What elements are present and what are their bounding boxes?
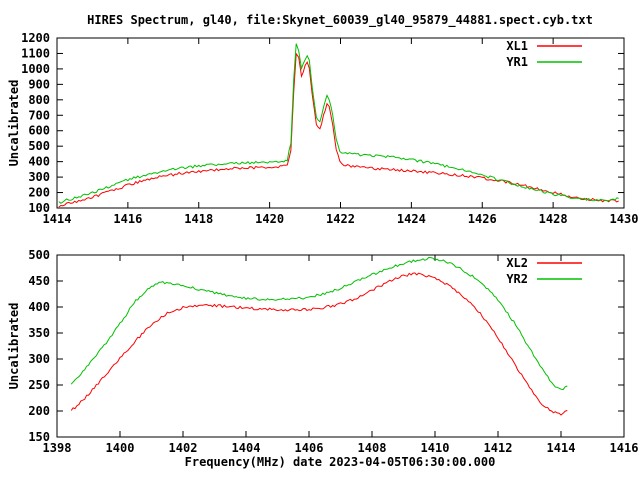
y-tick-label: 300 (28, 170, 50, 184)
x-tick-label: 1426 (468, 212, 497, 226)
x-tick-label: 1406 (295, 441, 324, 455)
x-tick-label: 1420 (255, 212, 284, 226)
y-tick-label: 400 (28, 300, 50, 314)
x-tick-label: 1414 (43, 212, 72, 226)
series-line-YR2 (70, 256, 568, 391)
plot-border-1 (56, 37, 625, 209)
y-tick-label: 500 (28, 139, 50, 153)
y-tick-label: 200 (28, 186, 50, 200)
x-tick-label: 1408 (358, 441, 387, 455)
y-tick-label: 900 (28, 77, 50, 91)
legend-label-YR1: YR1 (506, 55, 528, 69)
y-tick-label: 1100 (21, 46, 50, 60)
y-tick-label: 1200 (21, 31, 50, 45)
x-axis-label: Frequency(MHz) date 2023-04-05T06:30:00.… (184, 455, 496, 469)
y-tick-label: 400 (28, 155, 50, 169)
x-tick-label: 1412 (484, 441, 513, 455)
x-tick-label: 1414 (547, 441, 576, 455)
legend-label-YR2: YR2 (506, 272, 528, 286)
legend-label-XL2: XL2 (506, 256, 528, 270)
x-tick-label: 1404 (232, 441, 261, 455)
x-tick-label: 1422 (326, 212, 355, 226)
series-line-XL2 (70, 272, 568, 416)
chart-title: HIRES Spectrum, gl40, file:Skynet_60039_… (87, 13, 593, 27)
x-tick-label: 1418 (184, 212, 213, 226)
y-tick-label: 150 (28, 430, 50, 444)
x-tick-label: 1428 (539, 212, 568, 226)
y-tick-label: 350 (28, 326, 50, 340)
x-tick-label: 1410 (421, 441, 450, 455)
y-tick-label: 800 (28, 93, 50, 107)
series-line-XL1 (58, 52, 619, 208)
legend-label-XL1: XL1 (506, 39, 528, 53)
x-tick-label: 1400 (106, 441, 135, 455)
x-tick-label: 1416 (610, 441, 639, 455)
y-tick-label: 600 (28, 124, 50, 138)
y-tick-label: 500 (28, 248, 50, 262)
x-tick-label: 1402 (169, 441, 198, 455)
y-tick-label: 200 (28, 404, 50, 418)
x-tick-label: 1398 (43, 441, 72, 455)
y-tick-label: 300 (28, 352, 50, 366)
y-tick-label: 450 (28, 274, 50, 288)
y-tick-label: 1000 (21, 62, 50, 76)
x-tick-label: 1424 (397, 212, 426, 226)
y-tick-label: 250 (28, 378, 50, 392)
y-tick-label: 700 (28, 108, 50, 122)
plot-border-2 (56, 254, 625, 438)
x-tick-label: 1430 (610, 212, 639, 226)
x-tick-label: 1416 (113, 212, 142, 226)
y-tick-label: 100 (28, 201, 50, 215)
series-line-YR1 (58, 43, 619, 204)
